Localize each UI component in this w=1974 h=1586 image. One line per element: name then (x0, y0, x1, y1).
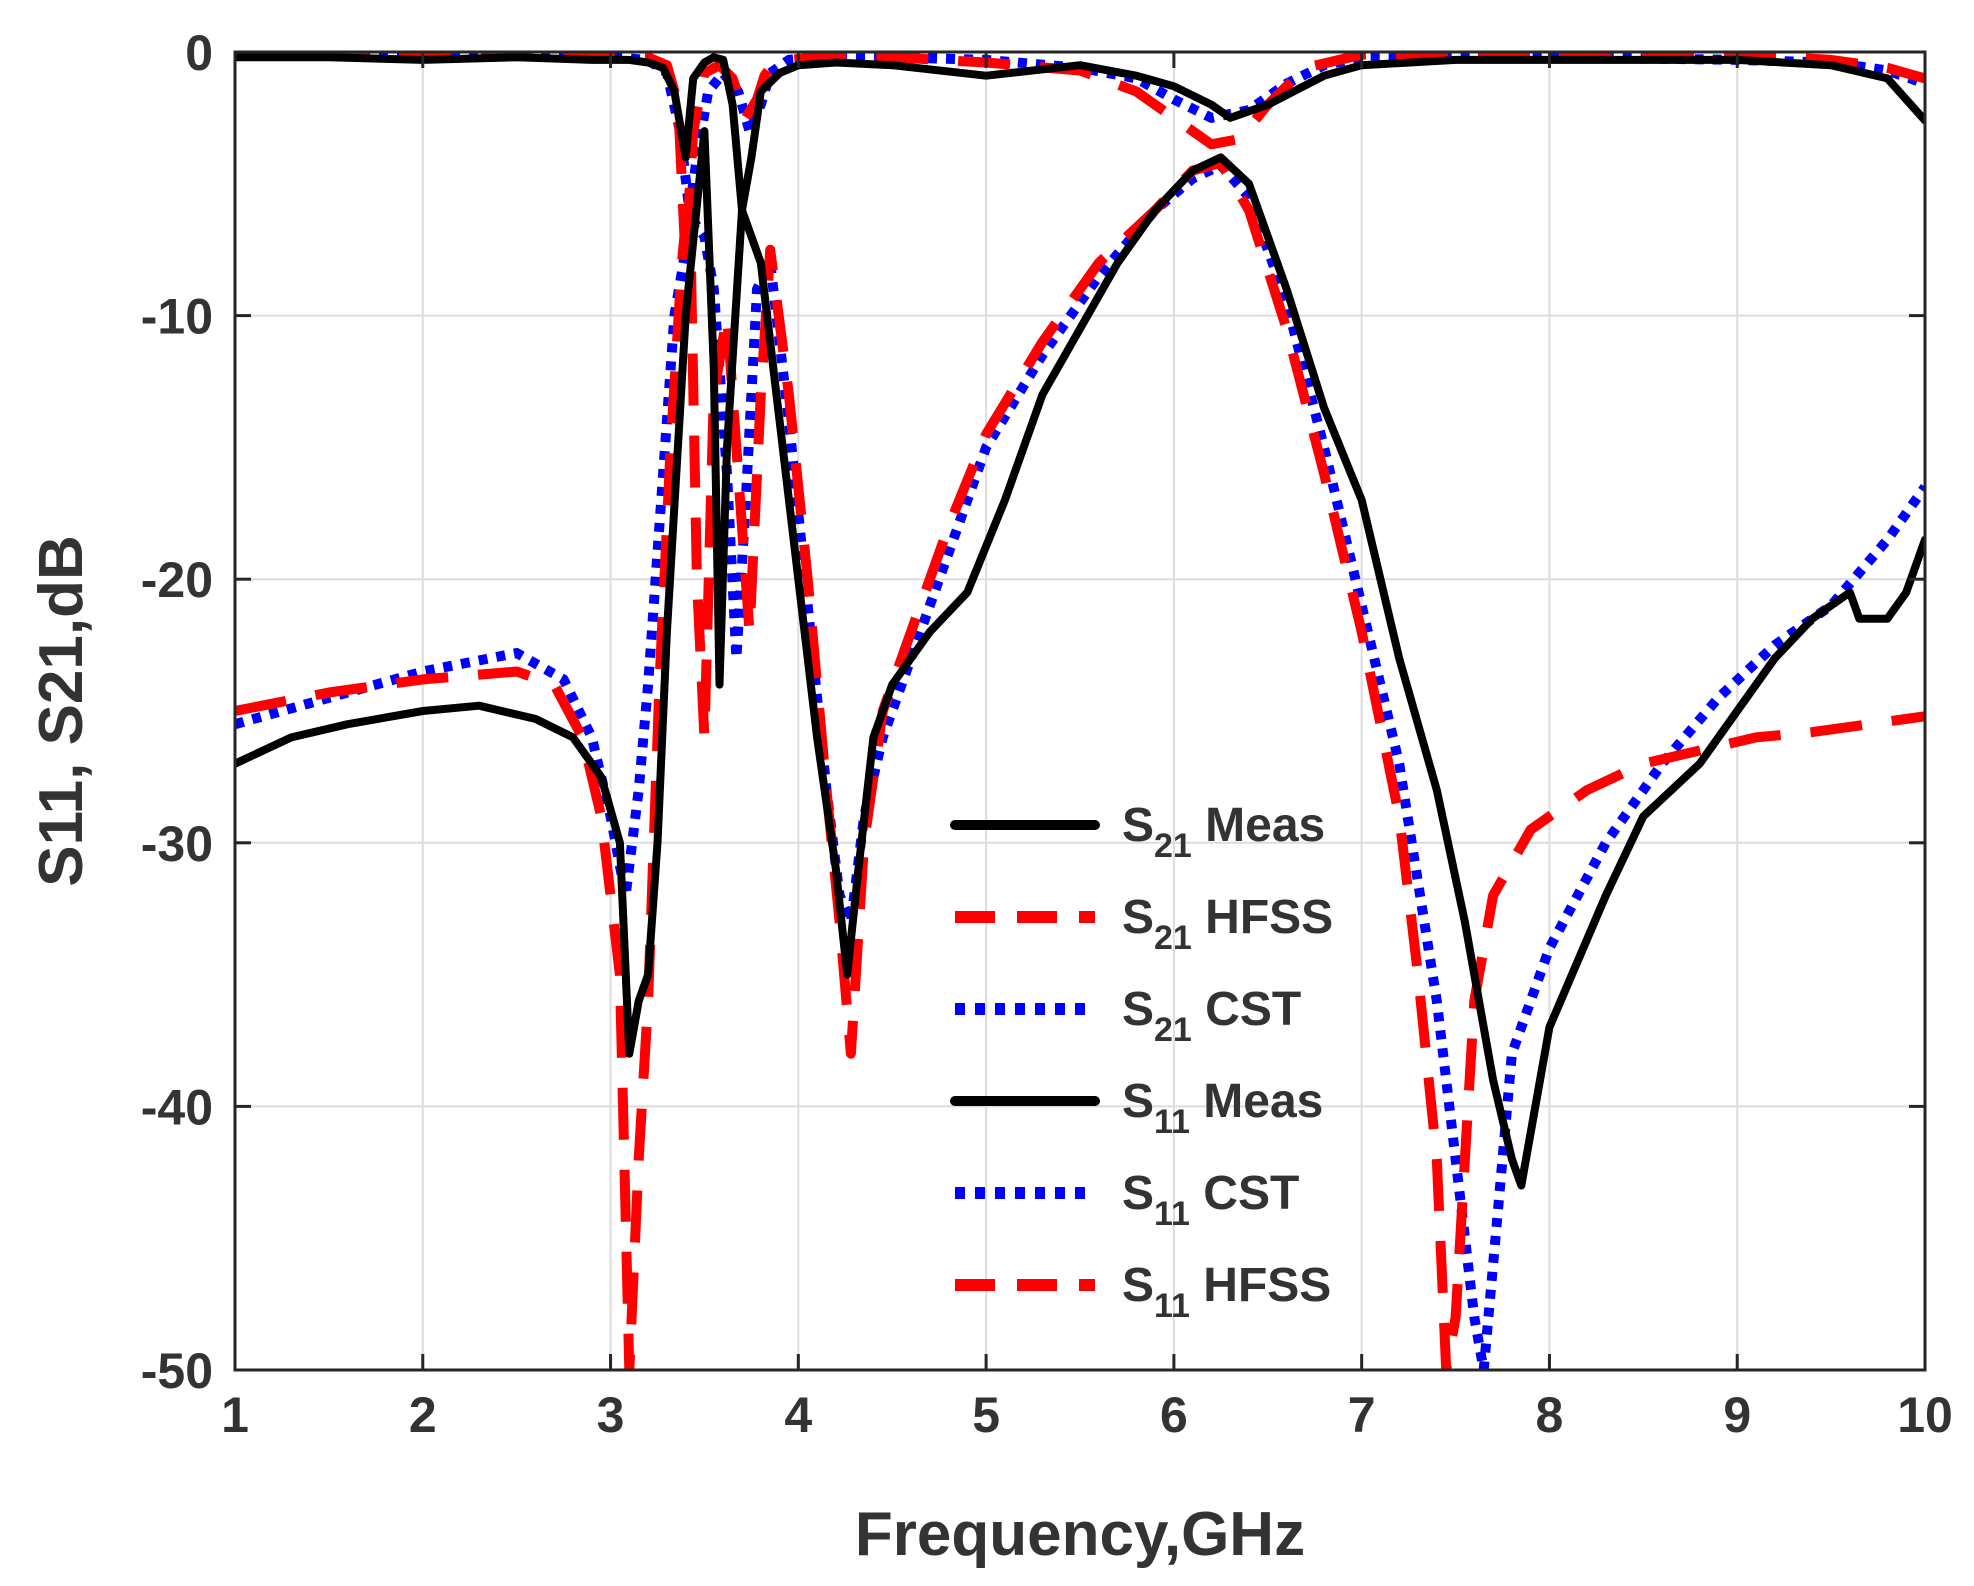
x-tick-label: 2 (409, 1387, 437, 1443)
x-tick-label: 6 (1160, 1387, 1188, 1443)
y-tick-label: -50 (141, 1343, 213, 1399)
legend-label: S11 Meas (1122, 1075, 1323, 1141)
y-tick-label: -10 (141, 289, 213, 345)
series-line-s11-meas (235, 127, 1925, 1190)
x-tick-label: 9 (1723, 1387, 1751, 1443)
x-tick-label: 8 (1536, 1387, 1564, 1443)
y-tick-label: 0 (185, 25, 213, 81)
y-axis-label: S11, S21,dB (27, 535, 96, 887)
legend-label: S11 HFSS (1122, 1259, 1331, 1325)
series-line-s11-hfss (235, 157, 1925, 1370)
plot-frame (233, 50, 1927, 1372)
series-layer (235, 52, 1925, 1370)
x-tick-label: 1 (221, 1387, 249, 1443)
legend-label: S21 CST (1122, 983, 1301, 1049)
x-tick-label: 10 (1897, 1387, 1953, 1443)
legend: S21 Meas S21 HFSS S21 CST S11 Meas S11 CST S1… (950, 799, 1333, 1325)
x-tick-label: 3 (597, 1387, 625, 1443)
y-tick-label: -40 (141, 1079, 213, 1135)
y-tick-label: -30 (141, 816, 213, 872)
x-tick-label: 5 (972, 1387, 1000, 1443)
legend-label: S11 CST (1122, 1167, 1299, 1233)
x-tick-label: 4 (784, 1387, 812, 1443)
legend-label: S21 Meas (1122, 799, 1325, 865)
x-tick-label: 7 (1348, 1387, 1376, 1443)
tick-layer: 1 2 3 4 5 6 7 8 9 10 0 -10 -20 -30 -40 -50 (141, 25, 1953, 1443)
x-axis-label: Frequency,GHz (855, 1500, 1305, 1569)
y-tick-label: -20 (141, 552, 213, 608)
legend-label: S21 HFSS (1122, 891, 1333, 957)
